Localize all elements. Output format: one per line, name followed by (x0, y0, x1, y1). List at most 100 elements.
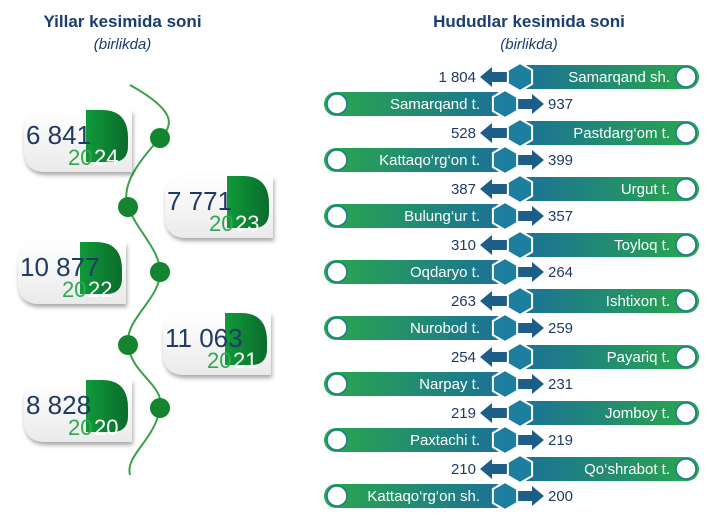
region-label: Payariq t. (607, 349, 670, 366)
arrow-left-icon (480, 179, 510, 199)
hexagon-icon (506, 229, 534, 261)
hexagon-icon (491, 88, 519, 120)
hexagon-icon (506, 453, 534, 485)
vine-dot (150, 262, 170, 282)
region-value: 357 (548, 208, 573, 225)
pill-end-circle (675, 178, 697, 200)
region-value: 259 (548, 320, 573, 337)
hexagon-icon (491, 368, 519, 400)
region-label: Pastdarg‘om t. (573, 125, 670, 142)
region-pair: Ishtixon t. 263 Nurobod t. 259 (324, 285, 699, 344)
left-chart-title: Yillar kesimida soni (43, 12, 202, 31)
region-value: 219 (451, 405, 476, 422)
arrow-left-icon (480, 123, 510, 143)
region-value: 200 (548, 488, 573, 505)
region-label: Kattaqo‘rg‘on sh. (367, 488, 480, 505)
region-pill (515, 457, 699, 481)
year-value: 8 828 (26, 390, 91, 420)
region-pill (515, 401, 699, 425)
year-value: 7 771 (167, 186, 232, 216)
region-value: 254 (451, 349, 476, 366)
region-pill (324, 316, 508, 340)
region-label: Ishtixon t. (606, 293, 670, 310)
arrow-left-icon (480, 403, 510, 423)
hexagon-icon (491, 200, 519, 232)
region-pill (515, 65, 699, 89)
vine-dot (118, 335, 138, 355)
vine-dot (150, 398, 170, 418)
region-value: 937 (548, 96, 573, 113)
pill-end-circle (326, 205, 348, 227)
hexagon-icon (491, 312, 519, 344)
year-tab (227, 176, 269, 228)
hexagon-icon (491, 480, 519, 512)
region-pill (515, 121, 699, 145)
hexagon-icon (491, 256, 519, 288)
hexagon-icon (506, 117, 534, 149)
left-chart-subtitle: (birlikda) (93, 36, 152, 53)
arrow-right-icon (516, 318, 544, 338)
vine-dot (150, 128, 170, 148)
year-label-prefix: 20 (209, 211, 233, 236)
region-value: 528 (451, 125, 476, 142)
year-tab (80, 242, 122, 294)
pill-end-circle (675, 402, 697, 424)
arrow-right-icon (516, 374, 544, 394)
region-label: Paxtachi t. (410, 432, 480, 449)
pill-end-circle (326, 149, 348, 171)
region-pill (324, 484, 508, 508)
region-value: 399 (548, 152, 573, 169)
region-label: Narpay t. (419, 376, 480, 393)
arrow-right-icon (516, 94, 544, 114)
region-label: Toyloq t. (614, 237, 670, 254)
year-tab (86, 110, 128, 162)
right-chart-title: Hududlar kesimida soni (433, 12, 625, 31)
right-chart-subtitle: (birlikda) (500, 36, 558, 53)
hexagon-icon (491, 144, 519, 176)
arrow-right-icon (516, 150, 544, 170)
hexagon-icon (506, 61, 534, 93)
region-value: 263 (451, 293, 476, 310)
region-value: 210 (451, 461, 476, 478)
pill-end-circle (675, 290, 697, 312)
region-value: 219 (548, 432, 573, 449)
hexagon-icon (506, 173, 534, 205)
hexagon-icon (506, 285, 534, 317)
region-label: Nurobod t. (410, 320, 480, 337)
pill-end-circle (675, 122, 697, 144)
region-pill (324, 204, 508, 228)
pill-end-circle (326, 93, 348, 115)
region-pill (324, 372, 508, 396)
region-value: 231 (548, 376, 573, 393)
region-label: Urgut t. (621, 181, 670, 198)
region-value: 264 (548, 264, 573, 281)
year-tab (225, 313, 267, 365)
arrow-left-icon (480, 235, 510, 255)
arrow-left-icon (480, 67, 510, 87)
pill-end-circle (675, 66, 697, 88)
arrow-left-icon (480, 459, 510, 479)
region-value: 1 804 (438, 69, 476, 86)
year-value: 6 841 (26, 120, 91, 150)
arrow-right-icon (516, 206, 544, 226)
region-pill (324, 92, 508, 116)
region-value: 310 (451, 237, 476, 254)
pill-end-circle (326, 317, 348, 339)
region-pill (515, 345, 699, 369)
arrow-left-icon (480, 347, 510, 367)
year-label-prefix: 20 (68, 145, 92, 170)
vine-dot (118, 197, 138, 217)
year-label-suffix: 20 (94, 415, 118, 440)
year-label-prefix: 20 (68, 415, 92, 440)
region-pair: Samarqand sh. 1 804 Samarqand t. 937 (324, 61, 699, 120)
hexagon-icon (506, 397, 534, 429)
region-pair: Pastdarg‘om t. 528 Kattaqo‘rg‘on t. 399 (324, 117, 699, 176)
year-label-suffix: 22 (88, 277, 112, 302)
region-label: Bulung‘ur t. (404, 208, 480, 225)
